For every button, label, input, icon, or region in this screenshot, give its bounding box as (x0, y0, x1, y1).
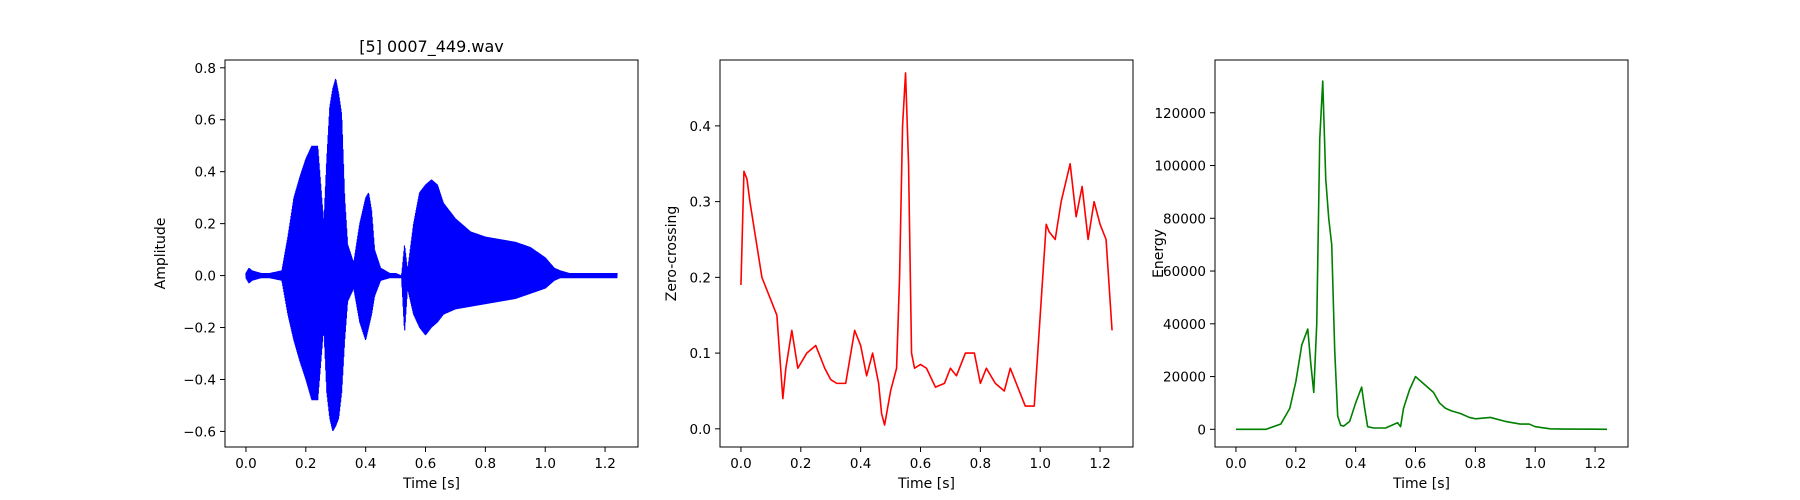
waveform-y-tick-label: 0.8 (195, 61, 216, 77)
energy-y-tick-label: 100000 (1154, 159, 1206, 175)
waveform-chart-title: [5] 0007_449.wav (359, 37, 503, 57)
zero-crossing-panel: 0.0 0.2 0.4 0.6 0.8 1.0 1.2 0.0 0.1 0.2 0.3 0.4 Time… (664, 59, 1134, 492)
waveform-series-line (245, 78, 618, 431)
energy-x-axis-label: Time [s] (1392, 476, 1450, 492)
zero-crossing-y-tick-label: 0.1 (690, 346, 711, 362)
energy-x-tick-label: 0.2 (1285, 456, 1306, 472)
waveform-y-tick-label: 0.4 (195, 165, 216, 181)
waveform-x-tick-label: 0.4 (355, 456, 376, 472)
waveform-x-axis-label: Time [s] (402, 476, 460, 492)
energy-y-tick-label: 60000 (1163, 264, 1206, 280)
energy-x-tick-label: 0.8 (1465, 456, 1486, 472)
waveform-y-tick-label: −0.4 (183, 372, 216, 388)
energy-y-tick-label: 40000 (1163, 317, 1206, 333)
waveform-y-axis-label: Amplitude (153, 218, 169, 290)
zero-crossing-x-tick-label: 0.4 (850, 456, 871, 472)
zero-crossing-x-tick-label: 1.2 (1089, 456, 1110, 472)
waveform-y-tick-label: −0.6 (183, 424, 216, 440)
waveform-x-tick-label: 0.0 (235, 456, 256, 472)
zero-crossing-x-tick-label: 0.2 (790, 456, 811, 472)
zero-crossing-y-tick-label: 0.3 (690, 195, 711, 211)
zero-crossing-y-axis-label: Zero-crossing (664, 206, 680, 301)
energy-panel: 0.0 0.2 0.4 0.6 0.8 1.0 1.2 0 20000 40000 60000 800… (1151, 59, 1629, 492)
energy-plot-frame (1214, 59, 1629, 448)
zero-crossing-x-tick-label: 0.6 (910, 456, 931, 472)
energy-y-tick-label: 20000 (1163, 370, 1206, 386)
waveform-panel: 0.0 0.2 0.4 0.6 0.8 1.0 1.2 −0.6 −0.4 −0.2 0.0 0.2 0… (153, 37, 639, 492)
energy-y-tick-label: 0 (1197, 422, 1206, 438)
waveform-y-tick-label: 0.6 (195, 113, 216, 129)
energy-y-axis-label: Energy (1151, 229, 1167, 278)
waveform-y-tick-label: 0.0 (195, 269, 216, 285)
zero-crossing-plot-frame (719, 59, 1134, 448)
zero-crossing-x-tick-label: 0.8 (970, 456, 991, 472)
energy-y-tick-label: 120000 (1154, 106, 1206, 122)
waveform-x-tick-label: 1.2 (594, 456, 615, 472)
energy-x-tick-label: 0.6 (1405, 456, 1426, 472)
energy-x-tick-label: 0.4 (1345, 456, 1366, 472)
zero-crossing-x-tick-label: 0.0 (730, 456, 751, 472)
waveform-plot-frame (224, 59, 639, 448)
waveform-x-tick-label: 0.6 (415, 456, 436, 472)
energy-series-line (1235, 80, 1608, 431)
waveform-x-tick-label: 0.2 (295, 456, 316, 472)
zero-crossing-y-tick-label: 0.0 (690, 422, 711, 438)
waveform-y-tick-label: 0.2 (195, 217, 216, 233)
waveform-x-tick-label: 1.0 (534, 456, 555, 472)
waveform-x-tick-label: 0.8 (475, 456, 496, 472)
zero-crossing-y-tick-label: 0.4 (690, 119, 711, 135)
energy-x-tick-label: 0.0 (1225, 456, 1246, 472)
zero-crossing-series-line (740, 72, 1113, 426)
zero-crossing-x-tick-label: 1.0 (1029, 456, 1050, 472)
energy-x-tick-label: 1.2 (1584, 456, 1605, 472)
energy-x-tick-label: 1.0 (1524, 456, 1545, 472)
energy-y-tick-label: 80000 (1163, 211, 1206, 227)
waveform-y-tick-label: −0.2 (183, 321, 216, 337)
zero-crossing-y-tick-label: 0.2 (690, 270, 711, 286)
zero-crossing-x-axis-label: Time [s] (897, 476, 955, 492)
